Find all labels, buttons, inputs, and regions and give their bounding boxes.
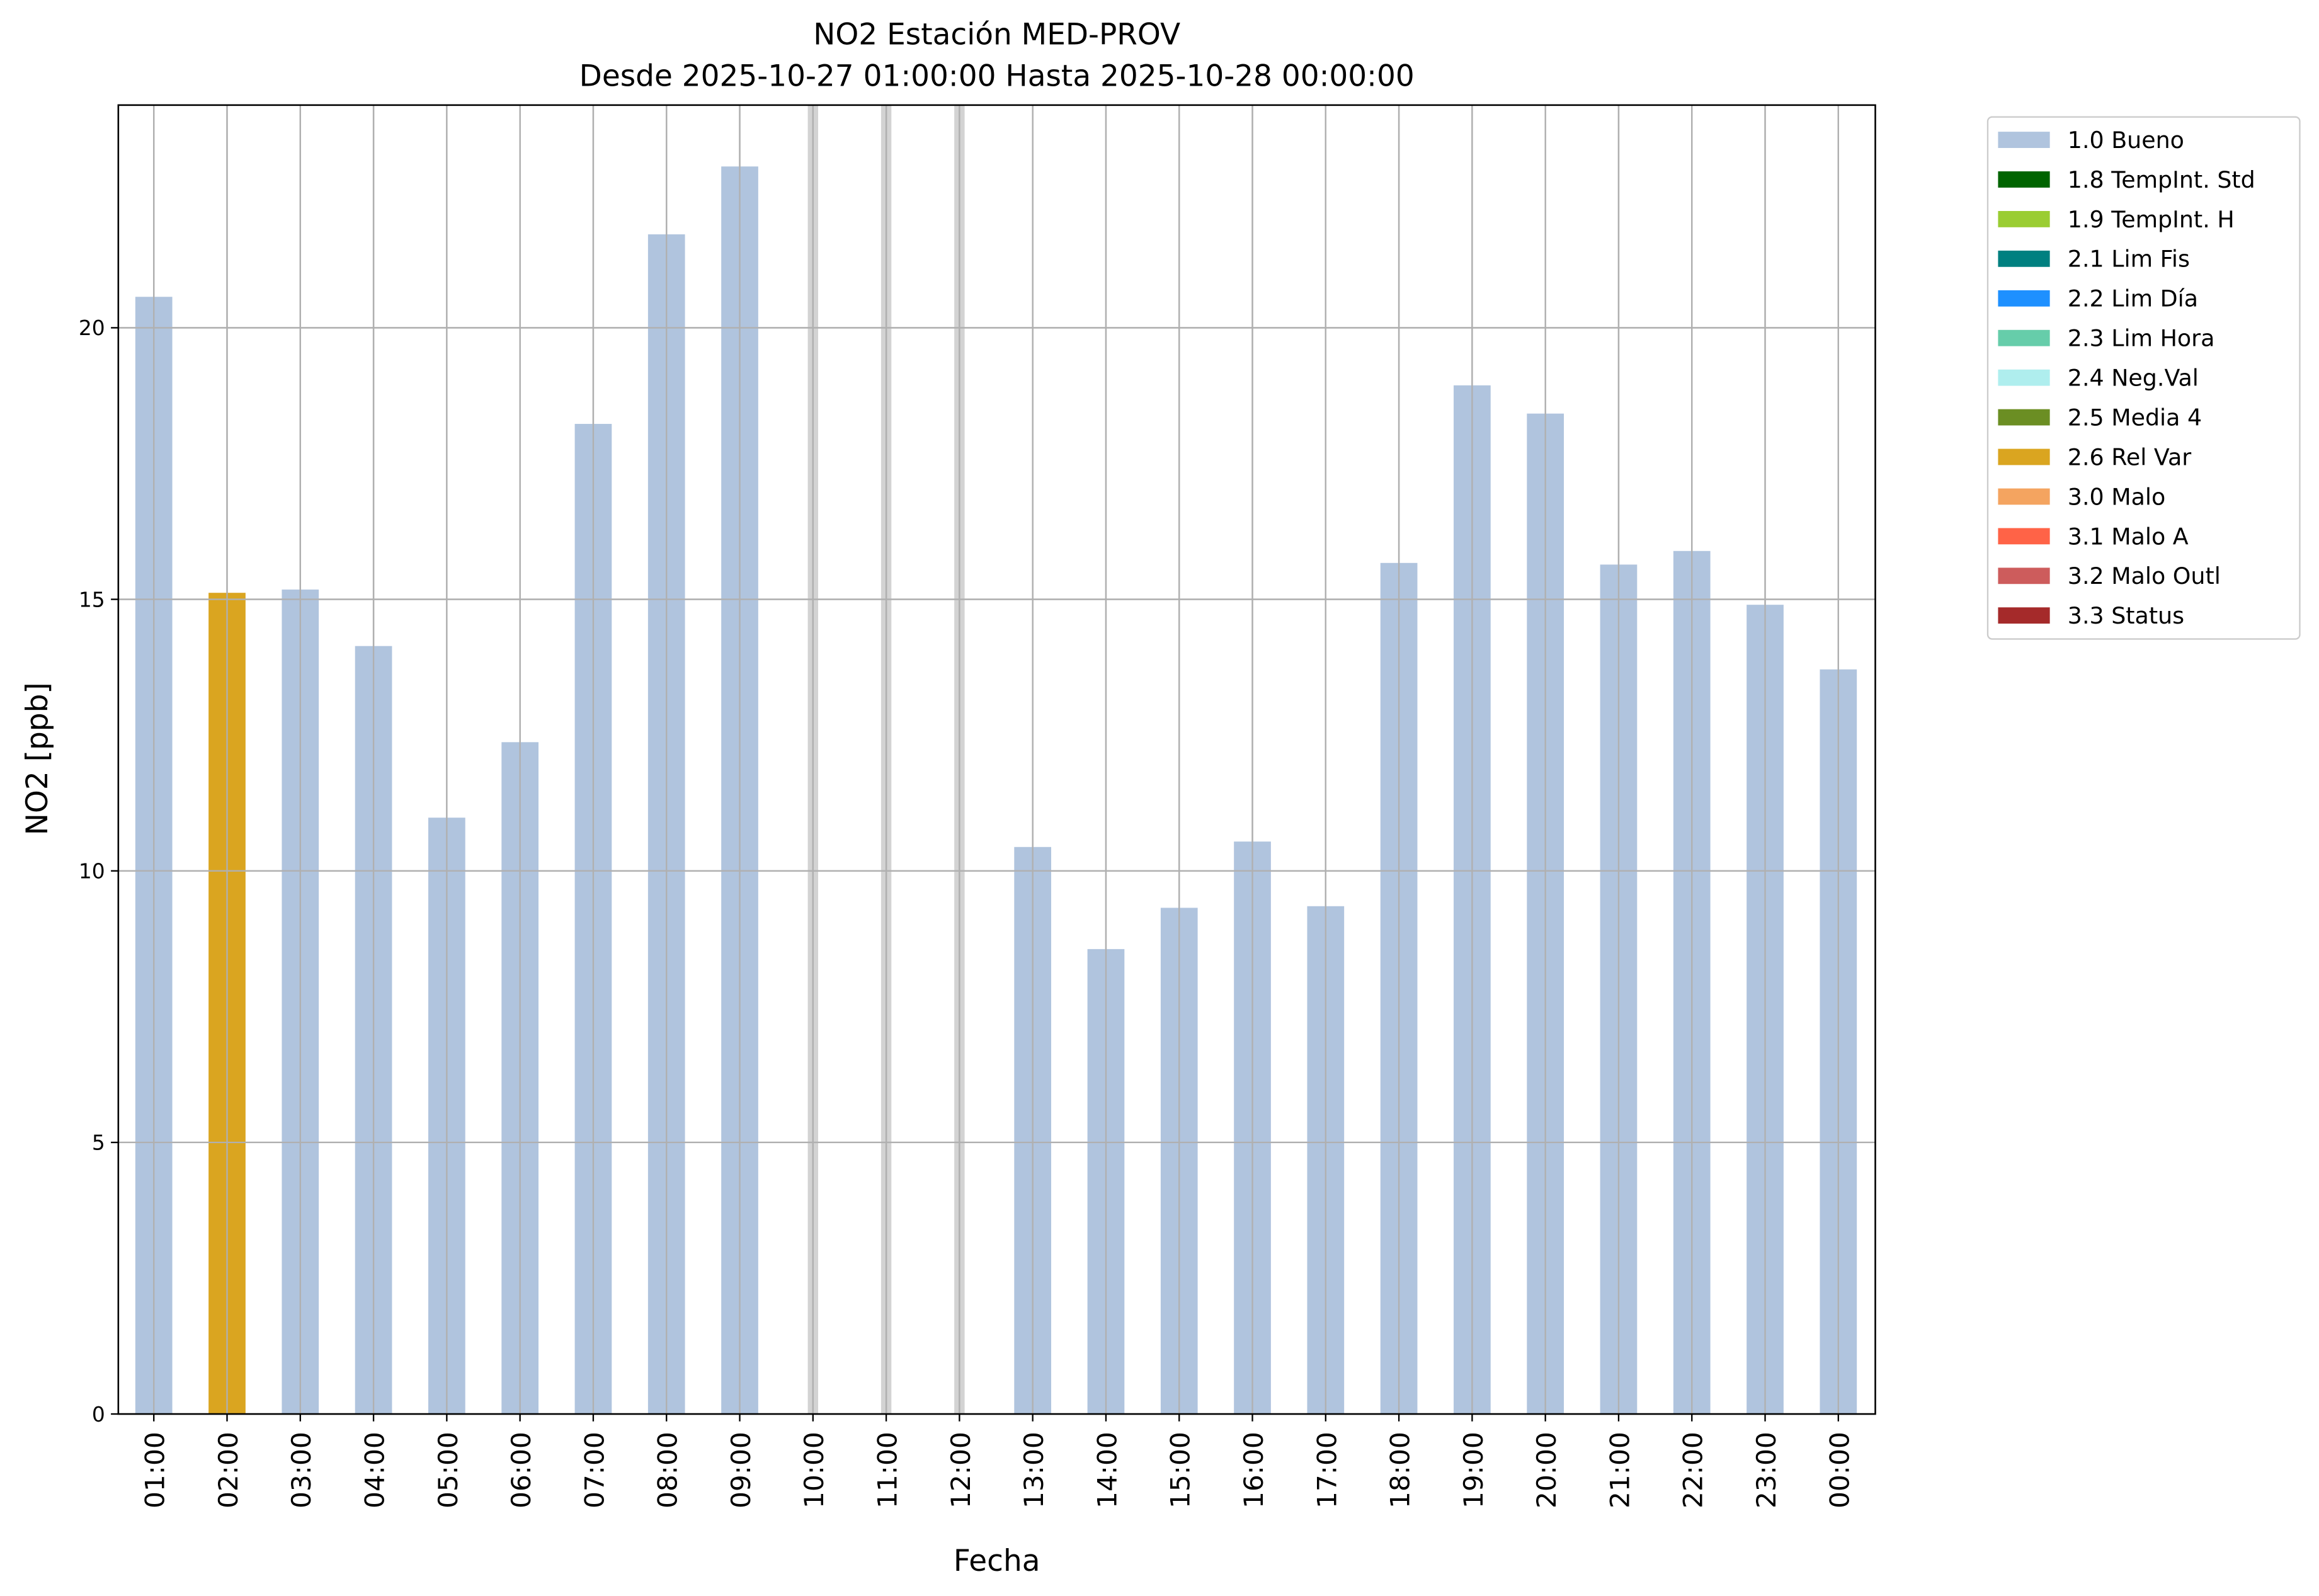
- x-tick-label: 10:00: [799, 1432, 829, 1508]
- legend-label: 1.9 TempInt. H: [2068, 206, 2235, 233]
- legend-label: 2.2 Lim Día: [2068, 285, 2198, 312]
- x-tick-label: 19:00: [1458, 1432, 1489, 1508]
- x-tick-label: 03:00: [286, 1432, 317, 1508]
- legend-swatch: [1998, 409, 2050, 426]
- x-tick-label: 05:00: [433, 1432, 464, 1508]
- legend-swatch: [1998, 567, 2050, 584]
- legend-label: 3.1 Malo A: [2068, 523, 2189, 550]
- legend-swatch: [1998, 528, 2050, 545]
- y-axis-label: NO2 [ppb]: [20, 682, 55, 835]
- plot-frame: [117, 104, 1876, 1415]
- x-tick-label: 11:00: [872, 1432, 903, 1508]
- chart-title: NO2 Estación MED-PROV: [813, 18, 1180, 52]
- x-tick-label: 21:00: [1604, 1432, 1635, 1508]
- legend-swatch: [1998, 607, 2050, 624]
- x-tick-label: 09:00: [726, 1432, 756, 1508]
- x-tick-label: 12:00: [945, 1432, 976, 1508]
- legend-label: 3.3 Status: [2068, 602, 2184, 629]
- legend-swatch: [1998, 132, 2050, 148]
- legend-frame: [1986, 116, 2301, 640]
- x-tick-label: 02:00: [213, 1432, 244, 1508]
- legend-label: 1.0 Bueno: [2068, 127, 2184, 154]
- legend-label: 2.1 Lim Fis: [2068, 246, 2190, 273]
- y-tick-label: 0: [92, 1402, 105, 1427]
- x-tick-label: 14:00: [1091, 1432, 1122, 1508]
- chart-subtitle: Desde 2025-10-27 01:00:00 Hasta 2025-10-…: [579, 59, 1415, 93]
- legend: 1.0 Bueno 1.8 TempInt. Std 1.9 TempInt. H 2…: [1986, 116, 2301, 640]
- legend-label: 2.3 Lim Hora: [2068, 325, 2215, 352]
- legend-swatch: [1998, 210, 2050, 227]
- x-tick-label: 20:00: [1531, 1432, 1562, 1508]
- legend-label: 3.2 Malo Outl: [2068, 562, 2221, 590]
- x-tick-label: 16:00: [1238, 1432, 1269, 1508]
- x-tick-label: 17:00: [1311, 1432, 1342, 1508]
- x-tick-label: 06:00: [506, 1432, 537, 1508]
- x-tick-label: 18:00: [1385, 1432, 1416, 1508]
- legend-swatch: [1998, 448, 2050, 465]
- y-tick-label: 20: [79, 316, 105, 340]
- x-tick-label: 23:00: [1751, 1432, 1782, 1508]
- legend-label: 1.8 TempInt. Std: [2068, 166, 2255, 193]
- x-tick-label: 22:00: [1678, 1432, 1709, 1508]
- x-tick-label: 00:00: [1824, 1432, 1855, 1508]
- legend-label: 2.6 Rel Var: [2068, 443, 2191, 470]
- legend-label: 2.4 Neg.Val: [2068, 365, 2199, 392]
- y-tick-label: 5: [92, 1131, 105, 1155]
- legend-swatch: [1998, 290, 2050, 307]
- legend-swatch: [1998, 329, 2050, 346]
- x-tick-label: 04:00: [360, 1432, 390, 1508]
- x-tick-label: 08:00: [652, 1432, 683, 1508]
- x-axis-label: Fecha: [954, 1544, 1040, 1578]
- legend-swatch: [1998, 369, 2050, 386]
- x-tick-label: 13:00: [1018, 1432, 1049, 1508]
- y-tick-label: 10: [79, 858, 105, 883]
- legend-label: 2.5 Media 4: [2068, 404, 2202, 431]
- legend-swatch: [1998, 488, 2050, 505]
- x-tick-label: 01:00: [140, 1432, 171, 1508]
- x-tick-label: 07:00: [579, 1432, 610, 1508]
- legend-label: 3.0 Malo: [2068, 483, 2165, 510]
- legend-swatch: [1998, 250, 2050, 267]
- x-tick-label: 15:00: [1165, 1432, 1196, 1508]
- y-tick-label: 15: [79, 587, 105, 612]
- legend-swatch: [1998, 171, 2050, 188]
